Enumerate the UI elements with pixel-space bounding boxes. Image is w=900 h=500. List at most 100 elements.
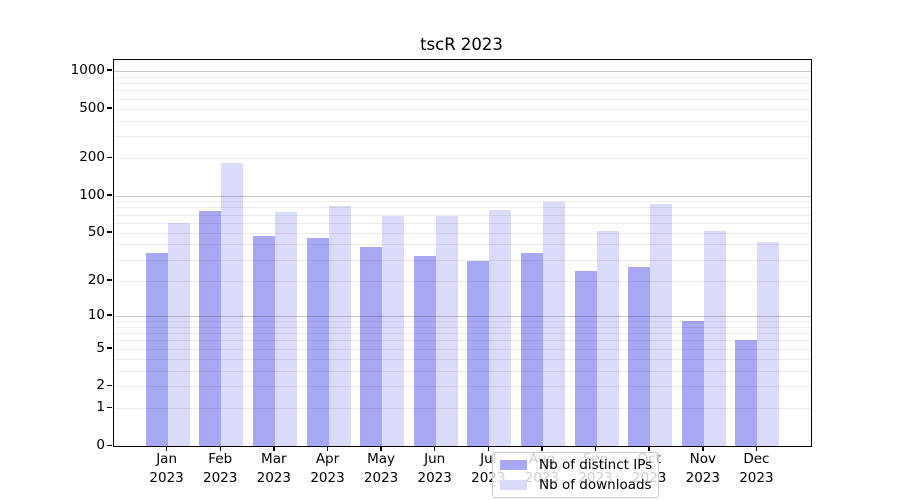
gridline-300 — [114, 136, 811, 138]
legend-row-downloads: Nb of downloads — [500, 477, 652, 493]
y-tick-label-10: 10 — [87, 306, 105, 323]
gridline-400 — [114, 120, 811, 122]
gridline-600 — [114, 98, 811, 100]
legend-swatch-downloads — [500, 480, 527, 490]
x-tick-mark-oct — [648, 446, 650, 451]
bar-downloads-apr — [328, 205, 351, 446]
x-tick-mark-jan — [165, 446, 168, 451]
y-tick-mark-200 — [107, 156, 112, 159]
gridline-20 — [114, 280, 811, 282]
gridline-800 — [114, 83, 811, 84]
gridline-7 — [114, 333, 811, 335]
y-tick-mark-500 — [107, 107, 112, 109]
y-tick-mark-0 — [107, 444, 112, 446]
y-tick-mark-1000 — [107, 69, 112, 71]
gridline-2 — [114, 386, 811, 388]
x-tick-mark-may — [380, 446, 382, 451]
y-tick-label-50: 50 — [87, 223, 105, 240]
x-tick-label-jun: Jun 2023 — [417, 451, 452, 486]
bar-downloads-aug — [542, 202, 565, 446]
gridline-700 — [114, 90, 811, 92]
x-tick-mark-sep — [594, 446, 597, 451]
bar-downloads-sep — [596, 230, 619, 446]
y-tick-label-0: 0 — [96, 437, 105, 453]
gridline-900 — [114, 76, 811, 78]
x-tick-mark-nov — [702, 446, 704, 451]
y-tick-mark-2 — [107, 384, 112, 387]
bar-distinct-ips-feb — [199, 210, 222, 446]
y-tick-label-1: 1 — [96, 399, 105, 416]
legend-swatch-distinct-ips — [500, 460, 527, 470]
x-tick-mark-feb — [219, 446, 221, 451]
gridline-500 — [114, 108, 811, 110]
gridline-1000 — [114, 70, 811, 72]
x-tick-mark-jun — [433, 446, 436, 451]
gridline-40 — [114, 244, 811, 246]
gridline-60 — [114, 222, 811, 224]
gridline-6 — [114, 340, 811, 342]
bar-distinct-ips-jul — [467, 261, 490, 446]
y-tick-mark-1 — [107, 406, 112, 409]
x-tick-label-may: May 2023 — [363, 451, 399, 486]
y-tick-label-100: 100 — [79, 186, 105, 203]
gridline-50 — [114, 232, 811, 234]
y-tick-label-20: 20 — [87, 271, 105, 288]
y-tick-label-2: 2 — [96, 377, 105, 394]
y-tick-mark-10 — [107, 314, 112, 316]
x-tick-mark-aug — [541, 446, 543, 451]
gridline-8 — [114, 326, 811, 328]
y-tick-mark-100 — [107, 194, 112, 196]
gridline-5 — [114, 348, 811, 350]
y-tick-mark-50 — [107, 231, 112, 233]
legend: Nb of distinct IPs Nb of downloads — [492, 452, 659, 498]
x-tick-label-jan: Jan 2023 — [149, 451, 184, 486]
plot-area: Nb of distinct IPs Nb of downloads — [113, 59, 812, 498]
gridline-30 — [114, 259, 811, 261]
bar-downloads-jul — [489, 210, 512, 446]
bar-downloads-jan — [167, 222, 190, 446]
bar-downloads-nov — [703, 230, 726, 446]
legend-row-distinct-ips: Nb of distinct IPs — [500, 457, 653, 473]
x-tick-label-nov: Nov 2023 — [685, 451, 720, 486]
bar-distinct-ips-dec — [735, 340, 758, 446]
gridline-200 — [114, 158, 811, 160]
bar-downloads-mar — [274, 211, 297, 446]
gridline-10 — [114, 315, 811, 317]
bar-downloads-oct — [650, 203, 673, 446]
gridline-70 — [114, 214, 811, 216]
bar-distinct-ips-aug — [520, 253, 543, 446]
bar-distinct-ips-nov — [681, 321, 704, 446]
chart-title: tscR 2023 — [420, 35, 503, 54]
x-tick-label-dec: Dec 2023 — [739, 451, 774, 486]
gridline-1 — [114, 408, 811, 410]
x-tick-mark-dec — [755, 446, 758, 451]
legend-label-downloads: Nb of downloads — [539, 477, 652, 493]
bar-distinct-ips-apr — [306, 238, 329, 446]
x-tick-label-mar: Mar 2023 — [256, 451, 291, 486]
y-tick-label-500: 500 — [79, 99, 105, 116]
bar-downloads-feb — [221, 162, 244, 446]
bar-distinct-ips-jan — [145, 253, 168, 446]
gridline-9 — [114, 321, 811, 322]
bar-distinct-ips-jun — [413, 256, 436, 446]
bar-distinct-ips-may — [360, 247, 383, 446]
y-tick-label-1000: 1000 — [70, 61, 105, 78]
bar-downloads-dec — [757, 241, 780, 446]
gridline-3 — [114, 370, 811, 372]
bar-downloads-jun — [435, 216, 458, 446]
y-tick-label-200: 200 — [79, 149, 105, 166]
bar-distinct-ips-sep — [574, 271, 597, 446]
gridline-4 — [114, 358, 811, 360]
y-tick-mark-20 — [107, 279, 112, 281]
gridline-100 — [114, 195, 811, 197]
x-tick-label-apr: Apr 2023 — [310, 451, 345, 486]
bar-distinct-ips-mar — [252, 235, 275, 446]
legend-label-distinct-ips: Nb of distinct IPs — [539, 457, 653, 473]
x-tick-mark-jul — [487, 446, 490, 451]
x-tick-label-feb: Feb 2023 — [203, 451, 238, 486]
bar-distinct-ips-oct — [628, 267, 651, 446]
y-tick-label-5: 5 — [96, 339, 105, 356]
gridline-80 — [114, 207, 811, 209]
x-tick-mark-mar — [273, 446, 275, 451]
